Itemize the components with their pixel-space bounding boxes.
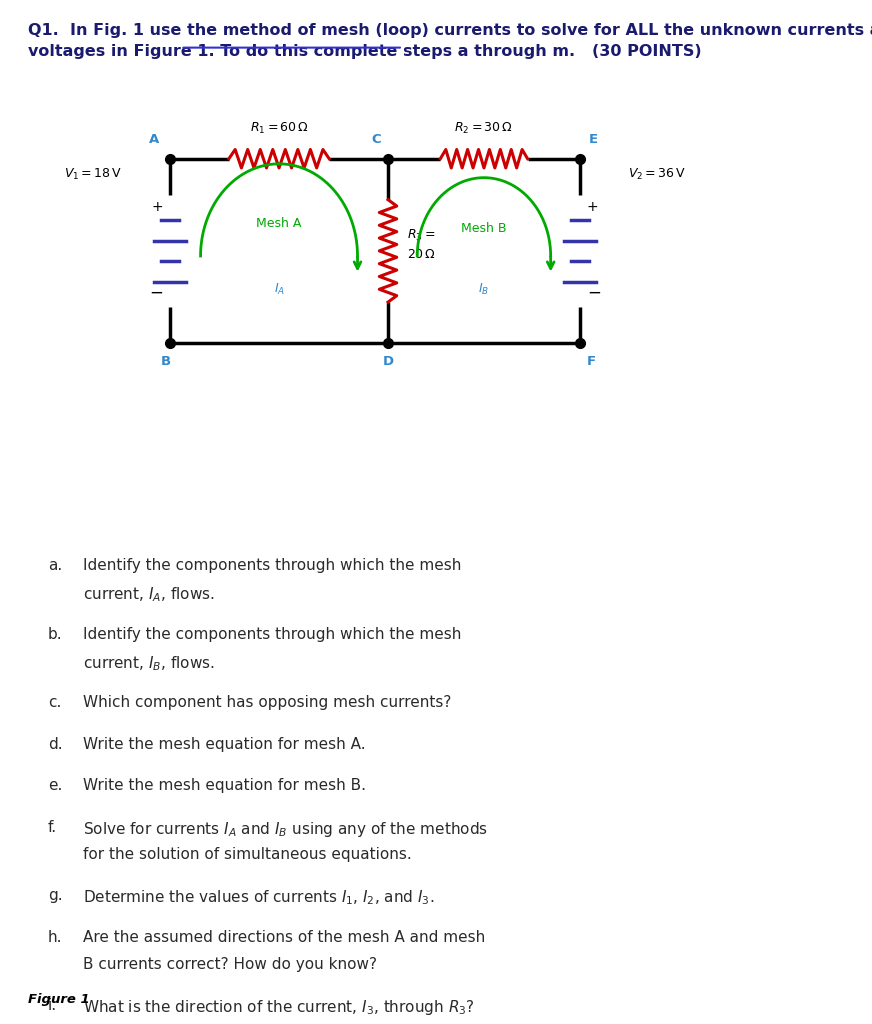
Text: B currents correct? How do you know?: B currents correct? How do you know? bbox=[83, 957, 377, 972]
Text: $I_B$: $I_B$ bbox=[479, 282, 489, 297]
Text: What is the direction of the current, $I_3$, through $R_3$?: What is the direction of the current, $I… bbox=[83, 998, 474, 1018]
Text: h.: h. bbox=[48, 930, 63, 945]
Text: +: + bbox=[587, 200, 598, 214]
Text: Determine the values of currents $I_1$, $I_2$, and $I_3$.: Determine the values of currents $I_1$, … bbox=[83, 889, 434, 907]
Text: Q1.  In Fig. 1 use the method of mesh (loop) currents to solve for ALL the unkno: Q1. In Fig. 1 use the method of mesh (lo… bbox=[28, 23, 872, 38]
Text: i.: i. bbox=[48, 998, 57, 1014]
Text: Write the mesh equation for mesh B.: Write the mesh equation for mesh B. bbox=[83, 778, 366, 794]
Text: current, $I_B$, flows.: current, $I_B$, flows. bbox=[83, 654, 215, 673]
Text: −: − bbox=[149, 284, 163, 302]
Text: $20\,\Omega$: $20\,\Omega$ bbox=[407, 248, 436, 261]
Text: Identify the components through which the mesh: Identify the components through which th… bbox=[83, 627, 461, 642]
Text: Mesh B: Mesh B bbox=[461, 222, 507, 236]
Text: e.: e. bbox=[48, 778, 62, 794]
Text: voltages in Figure 1. To do this complete steps a through m.   (30 POINTS): voltages in Figure 1. To do this complet… bbox=[28, 44, 702, 59]
Text: +: + bbox=[152, 200, 163, 214]
Text: $R_2 = 30\,\Omega$: $R_2 = 30\,\Omega$ bbox=[454, 121, 514, 136]
Text: Which component has opposing mesh currents?: Which component has opposing mesh curren… bbox=[83, 695, 451, 711]
Text: F: F bbox=[587, 355, 596, 369]
Text: Solve for currents $I_A$ and $I_B$ using any of the methods: Solve for currents $I_A$ and $I_B$ using… bbox=[83, 820, 487, 839]
Text: Mesh A: Mesh A bbox=[256, 217, 302, 230]
Text: current, $I_A$, flows.: current, $I_A$, flows. bbox=[83, 586, 215, 604]
Text: $I_A$: $I_A$ bbox=[274, 282, 284, 297]
Text: d.: d. bbox=[48, 737, 63, 752]
Text: Identify the components through which the mesh: Identify the components through which th… bbox=[83, 558, 461, 573]
Text: $V_2 = 36\,\mathrm{V}$: $V_2 = 36\,\mathrm{V}$ bbox=[628, 167, 686, 181]
Text: Figure 1: Figure 1 bbox=[28, 992, 90, 1006]
Text: Write the mesh equation for mesh A.: Write the mesh equation for mesh A. bbox=[83, 737, 365, 752]
Text: $V_1 = 18\,\mathrm{V}$: $V_1 = 18\,\mathrm{V}$ bbox=[64, 167, 122, 181]
Text: C: C bbox=[371, 133, 381, 146]
Text: g.: g. bbox=[48, 889, 63, 903]
Text: D: D bbox=[383, 355, 393, 369]
Text: B: B bbox=[160, 355, 171, 369]
Text: f.: f. bbox=[48, 820, 57, 835]
Text: A: A bbox=[149, 133, 160, 146]
Text: $R_3 =$: $R_3 =$ bbox=[407, 227, 435, 243]
Text: $R_1 = 60\,\Omega$: $R_1 = 60\,\Omega$ bbox=[249, 121, 309, 136]
Text: Are the assumed directions of the mesh A and mesh: Are the assumed directions of the mesh A… bbox=[83, 930, 485, 945]
Text: a.: a. bbox=[48, 558, 62, 573]
Text: E: E bbox=[589, 133, 597, 146]
Text: for the solution of simultaneous equations.: for the solution of simultaneous equatio… bbox=[83, 847, 412, 862]
Text: −: − bbox=[587, 284, 601, 302]
Text: b.: b. bbox=[48, 627, 63, 642]
Text: c.: c. bbox=[48, 695, 61, 711]
